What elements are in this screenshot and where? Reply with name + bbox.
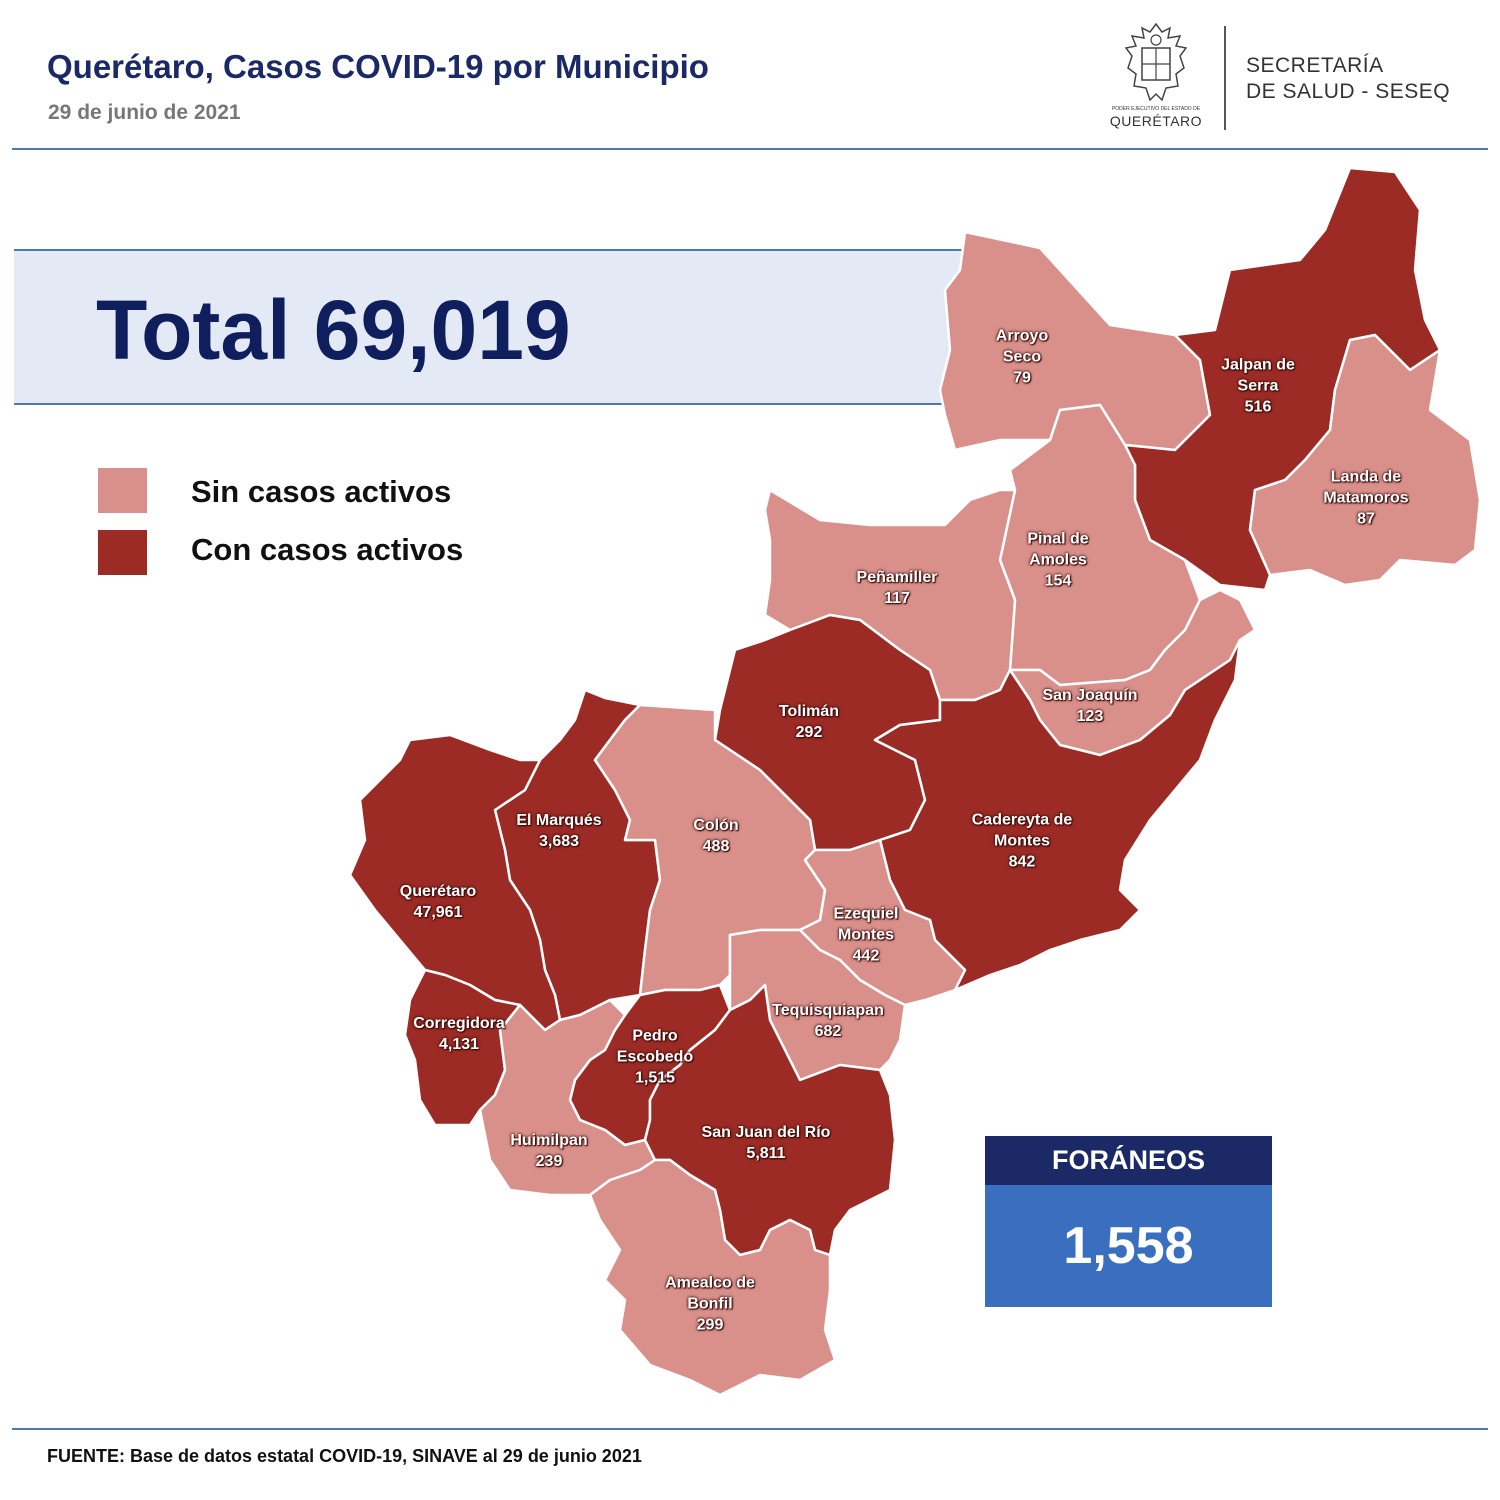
label-arroyo-seco: Arroyo Seco 79 bbox=[995, 327, 1049, 387]
label-jalpan-de-serra: Jalpan de Serra 516 bbox=[1221, 356, 1295, 416]
label-corregidora: Corregidora 4,131 bbox=[413, 1015, 505, 1053]
header-divider bbox=[1224, 26, 1226, 130]
label-amealco-de-bonfil: Amealco de Bonfil 299 bbox=[665, 1274, 755, 1334]
total-cases: Total 69,019 bbox=[96, 283, 571, 377]
label-san-juan-del-rio: San Juan del Río 5,811 bbox=[701, 1124, 831, 1162]
secretaria-line2: DE SALUD - SESEQ bbox=[1246, 80, 1451, 103]
logo-name: QUERÉTARO bbox=[1109, 113, 1203, 129]
label-san-joaquin: San Joaquín 123 bbox=[1042, 687, 1138, 725]
legend-swatch-active bbox=[98, 530, 147, 575]
label-cadereyta-de-montes: Cadereyta de Montes 842 bbox=[971, 811, 1073, 871]
label-toliman: Tolimán 292 bbox=[778, 703, 840, 741]
label-pedro-escobedo: Pedro Escobedo 1,515 bbox=[616, 1027, 694, 1087]
region-landa-de-matamoros[interactable] bbox=[1248, 333, 1482, 587]
report-date: 29 de junio de 2021 bbox=[48, 101, 241, 124]
label-penamiller: Peñamiller 117 bbox=[856, 569, 938, 607]
legend-swatch-inactive bbox=[98, 468, 147, 513]
region-ezequiel-montes[interactable] bbox=[798, 838, 967, 1007]
source-note: FUENTE: Base de datos estatal COVID-19, … bbox=[47, 1446, 642, 1466]
label-pinal-de-amoles: Pinal de Amoles 154 bbox=[1027, 530, 1089, 590]
label-landa-de-matamoros: Landa de Matamoros 87 bbox=[1323, 468, 1409, 528]
legend-label-inactive: Sin casos activos bbox=[191, 474, 452, 509]
label-queretaro: Querétaro 47,961 bbox=[399, 883, 477, 921]
region-colon[interactable] bbox=[593, 703, 827, 997]
coat-of-arms-icon bbox=[1124, 22, 1188, 102]
total-banner bbox=[14, 249, 1014, 405]
label-colon: Colón 488 bbox=[693, 817, 739, 855]
footer-rule bbox=[12, 1428, 1488, 1430]
label-tequisquiapan: Tequisquiapan 682 bbox=[772, 1002, 884, 1040]
foraneos-value: 1,558 bbox=[985, 1185, 1272, 1307]
label-huimilpan: Huimilpan 239 bbox=[510, 1132, 588, 1170]
region-amealco-de-bonfil[interactable] bbox=[588, 1158, 837, 1397]
secretaria-line1: SECRETARÍA bbox=[1246, 54, 1384, 77]
region-cadereyta-de-montes[interactable] bbox=[873, 638, 1242, 992]
page-title: Querétaro, Casos COVID-19 por Municipio bbox=[47, 48, 709, 85]
header-rule bbox=[12, 148, 1488, 150]
state-logo: PODER EJECUTIVO DEL ESTADO DE QUERÉTARO bbox=[1108, 22, 1204, 132]
logo-small-text: PODER EJECUTIVO DEL ESTADO DE bbox=[1111, 106, 1201, 112]
label-ezequiel-montes: Ezequiel Montes 442 bbox=[833, 905, 899, 965]
legend-label-active: Con casos activos bbox=[191, 532, 464, 567]
label-el-marques: El Marqués 3,683 bbox=[516, 812, 602, 850]
foraneos-label: FORÁNEOS bbox=[985, 1136, 1272, 1185]
